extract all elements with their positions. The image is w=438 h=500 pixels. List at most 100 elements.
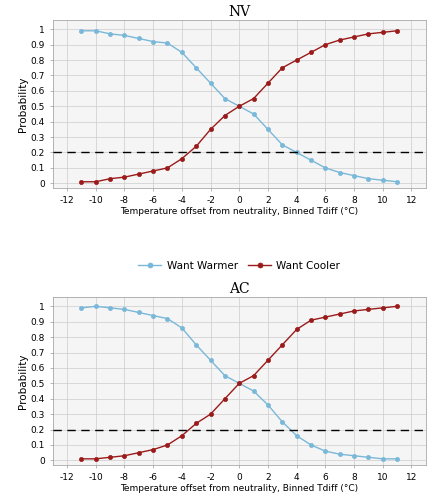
Want Cooler — [322, 42, 327, 48]
Want Cooler — [379, 305, 385, 311]
Want Warmer — [208, 357, 213, 363]
Want Warmer — [208, 80, 213, 86]
Want Cooler — [236, 104, 241, 110]
Want Warmer — [394, 179, 399, 185]
Want Cooler — [179, 156, 184, 162]
Want Cooler — [351, 308, 356, 314]
Want Cooler — [165, 442, 170, 448]
Want Cooler — [222, 112, 227, 118]
Want Cooler — [265, 357, 270, 363]
Title: AC: AC — [229, 282, 249, 296]
Want Warmer — [107, 31, 113, 37]
Want Cooler — [107, 454, 113, 460]
Want Warmer — [107, 305, 113, 311]
Want Cooler — [293, 57, 299, 63]
Want Cooler — [379, 30, 385, 36]
Want Cooler — [179, 432, 184, 438]
X-axis label: Temperature offset from neutrality, Binned Tdiff (°C): Temperature offset from neutrality, Binn… — [120, 484, 357, 494]
Want Cooler — [78, 179, 84, 185]
Want Warmer — [336, 170, 342, 175]
Want Cooler — [336, 37, 342, 43]
Want Cooler — [307, 50, 313, 56]
Want Cooler — [336, 311, 342, 317]
Want Cooler — [136, 171, 141, 177]
Want Cooler — [150, 446, 155, 452]
Want Warmer — [322, 165, 327, 171]
Y-axis label: Probability: Probability — [18, 354, 28, 409]
Want Warmer — [351, 172, 356, 178]
Want Cooler — [193, 144, 198, 150]
Want Cooler — [150, 168, 155, 174]
Want Warmer — [93, 28, 98, 34]
Want Warmer — [351, 453, 356, 459]
Want Warmer — [193, 342, 198, 348]
Want Warmer — [136, 310, 141, 316]
Want Cooler — [279, 342, 284, 348]
Y-axis label: Probability: Probability — [18, 76, 28, 132]
Want Warmer — [179, 50, 184, 56]
Want Warmer — [365, 176, 370, 182]
Line: Want Warmer: Want Warmer — [79, 28, 398, 184]
Want Cooler — [121, 453, 127, 459]
Want Warmer — [193, 65, 198, 71]
Want Cooler — [93, 456, 98, 462]
Want Warmer — [265, 402, 270, 408]
Want Cooler — [394, 304, 399, 310]
Want Cooler — [365, 306, 370, 312]
X-axis label: Temperature offset from neutrality, Binned Tdiff (°C): Temperature offset from neutrality, Binn… — [120, 208, 357, 216]
Line: Want Warmer: Want Warmer — [79, 304, 398, 461]
Want Cooler — [208, 126, 213, 132]
Want Cooler — [193, 420, 198, 426]
Title: NV: NV — [228, 5, 250, 19]
Want Cooler — [251, 372, 256, 378]
Want Warmer — [307, 442, 313, 448]
Want Warmer — [165, 40, 170, 46]
Want Warmer — [394, 456, 399, 462]
Want Warmer — [136, 36, 141, 42]
Want Warmer — [222, 372, 227, 378]
Want Warmer — [307, 157, 313, 163]
Want Cooler — [365, 31, 370, 37]
Want Warmer — [251, 388, 256, 394]
Want Warmer — [251, 111, 256, 117]
Want Warmer — [236, 104, 241, 110]
Want Warmer — [179, 325, 184, 331]
Want Warmer — [322, 448, 327, 454]
Want Warmer — [236, 380, 241, 386]
Want Warmer — [150, 312, 155, 318]
Want Cooler — [222, 396, 227, 402]
Want Warmer — [265, 126, 270, 132]
Want Warmer — [150, 38, 155, 44]
Want Cooler — [136, 450, 141, 456]
Line: Want Cooler: Want Cooler — [79, 304, 398, 461]
Want Cooler — [394, 28, 399, 34]
Want Cooler — [322, 314, 327, 320]
Want Warmer — [78, 28, 84, 34]
Want Cooler — [93, 179, 98, 185]
Want Cooler — [351, 34, 356, 40]
Legend: Want Warmer, Want Cooler: Want Warmer, Want Cooler — [134, 257, 343, 276]
Want Cooler — [236, 380, 241, 386]
Want Cooler — [293, 326, 299, 332]
Want Cooler — [78, 456, 84, 462]
Want Warmer — [121, 32, 127, 38]
Want Cooler — [107, 176, 113, 182]
Want Warmer — [365, 454, 370, 460]
Want Cooler — [265, 80, 270, 86]
Want Warmer — [121, 306, 127, 312]
Want Warmer — [165, 316, 170, 322]
Want Cooler — [165, 165, 170, 171]
Want Cooler — [251, 96, 256, 102]
Want Warmer — [93, 304, 98, 310]
Want Warmer — [379, 456, 385, 462]
Want Cooler — [208, 411, 213, 417]
Want Warmer — [279, 142, 284, 148]
Want Warmer — [379, 177, 385, 183]
Line: Want Cooler: Want Cooler — [79, 28, 398, 184]
Want Cooler — [279, 65, 284, 71]
Want Warmer — [78, 305, 84, 311]
Want Warmer — [336, 451, 342, 457]
Want Cooler — [121, 174, 127, 180]
Want Warmer — [222, 96, 227, 102]
Want Cooler — [307, 317, 313, 323]
